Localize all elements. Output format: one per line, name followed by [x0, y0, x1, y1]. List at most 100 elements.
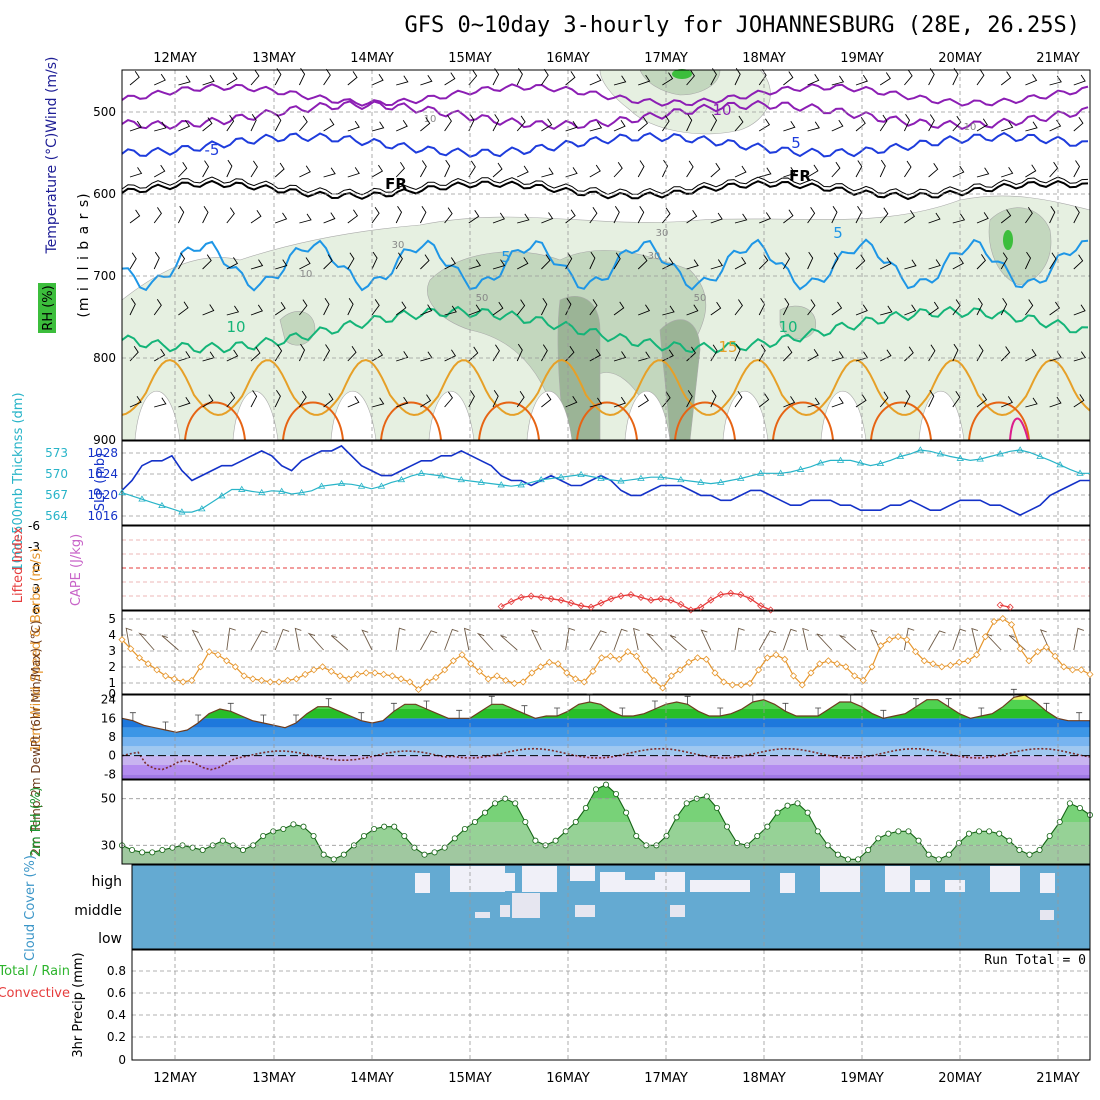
surface-wind-barb	[1039, 629, 1051, 651]
wind-barb	[589, 397, 603, 408]
rh-marker	[300, 823, 307, 830]
wind-barb	[662, 391, 671, 408]
wind-barb	[420, 254, 430, 270]
rh-marker	[703, 793, 710, 800]
wind-barb	[371, 121, 385, 132]
surface-wind-barb	[1073, 627, 1085, 651]
wind-speed-marker	[153, 666, 161, 674]
wind-barb	[419, 206, 427, 224]
surface-wind-barb	[226, 627, 236, 651]
thickness-marker	[557, 473, 565, 480]
wind-barb	[662, 305, 675, 316]
thickness-marker	[697, 478, 705, 485]
wind-barb	[153, 164, 166, 178]
cloud-ylabel: Cloud Cover (%)	[23, 855, 38, 961]
wind-barb	[202, 74, 215, 86]
wind-speed-marker	[336, 672, 344, 680]
wind-barb	[783, 396, 796, 408]
thickness-slp-panel: 573 570 567 564 1028 1024 1020 1016	[45, 440, 1091, 526]
wind-ylabel: 10m Wind Speed & Barbs (m/s)	[29, 548, 44, 753]
rh-marker	[683, 800, 690, 807]
wind-barb	[541, 393, 552, 408]
rh-marker	[734, 840, 741, 847]
wind-barb	[952, 115, 962, 132]
wind-barb	[904, 160, 912, 178]
upper-y-ticks: 500 600 700 800 900	[93, 105, 116, 447]
rh-marker	[219, 837, 226, 844]
rh-marker	[239, 847, 246, 854]
rh-marker	[421, 851, 428, 858]
wind-barb	[976, 254, 986, 270]
wind-barb	[444, 305, 457, 316]
cloud-gap-middle	[475, 912, 490, 918]
wind-barb	[807, 164, 819, 178]
top-date-label: 20MAY	[938, 51, 982, 66]
wind-barb	[928, 114, 935, 132]
contour-label: FR	[385, 175, 407, 193]
cape-panel-frame	[121, 525, 1091, 611]
wind-barb	[807, 397, 820, 408]
contour-label: -5	[205, 141, 220, 159]
wind-barb	[613, 396, 626, 408]
wind-barb	[516, 390, 525, 408]
thickness-marker	[437, 472, 446, 479]
wind-barb	[1049, 75, 1062, 86]
wind-barb	[444, 391, 453, 408]
wind-speed-marker	[240, 672, 248, 680]
temp-minmax-tick	[880, 709, 887, 719]
rh-marker	[613, 791, 620, 798]
wind-barb	[710, 301, 722, 316]
surface-wind-barb	[632, 627, 640, 651]
wind-barb	[783, 120, 796, 132]
wind-barb	[299, 257, 311, 270]
cloud-gap-high	[945, 880, 965, 892]
wind-barb	[880, 349, 892, 362]
temp-minmax-tick	[195, 714, 202, 723]
wind-barb	[371, 207, 380, 224]
thickness-marker	[936, 450, 945, 457]
rh-2m-panel: 50 30	[101, 779, 1094, 865]
wind-speed-marker	[807, 669, 815, 677]
rh-marker	[572, 819, 579, 826]
wind-barb	[396, 351, 409, 362]
thickness-marker	[497, 481, 505, 488]
wind-speed-marker	[179, 678, 187, 686]
wind-speed-marker	[1016, 645, 1024, 653]
thickness-marker	[238, 485, 246, 492]
rh-marker	[804, 809, 811, 816]
bottom-date-axis: 12MAY 13MAY 14MAY 15MAY 16MAY 17MAY 18MAY 19MAY…	[153, 1071, 1080, 1086]
wind-barb	[831, 396, 844, 408]
temp-minmax-tick	[227, 702, 234, 712]
rh-marker	[1056, 819, 1063, 826]
wind-barb	[395, 301, 407, 316]
wind-barb	[637, 160, 645, 178]
wind-speed-marker	[720, 678, 728, 686]
wind-barb	[492, 114, 500, 132]
thickness-marker	[477, 478, 485, 485]
wind-tick-label: 2	[108, 660, 116, 674]
wind-barb	[613, 301, 625, 316]
wind-barb	[613, 252, 621, 270]
wind-barb	[250, 113, 257, 132]
surface-wind-barb	[613, 628, 628, 651]
wind-barb	[468, 113, 475, 132]
wind-barb	[226, 72, 238, 86]
pressure-tick-label: 800	[93, 351, 116, 365]
wind-barb	[299, 115, 308, 132]
wind-barb	[492, 389, 499, 408]
wind-barb	[347, 120, 360, 132]
contour-label: 10	[712, 101, 731, 119]
thickness-tick-label: 564	[45, 509, 68, 523]
rh-marker	[794, 800, 801, 807]
wind-barb	[1025, 349, 1037, 362]
freezing-level-contour-2	[121, 176, 1089, 196]
wind-barb	[952, 390, 961, 408]
bottom-date-label: 12MAY	[153, 1071, 197, 1086]
rh-marker	[582, 805, 589, 812]
cloud-cover-panel: high middle low	[74, 864, 1091, 950]
wind-barb	[371, 73, 384, 86]
surface-wind-barb	[589, 630, 607, 651]
wind-speed-marker	[1051, 652, 1059, 660]
surface-wind-barb	[782, 628, 797, 651]
wind-speed-marker	[903, 636, 911, 644]
